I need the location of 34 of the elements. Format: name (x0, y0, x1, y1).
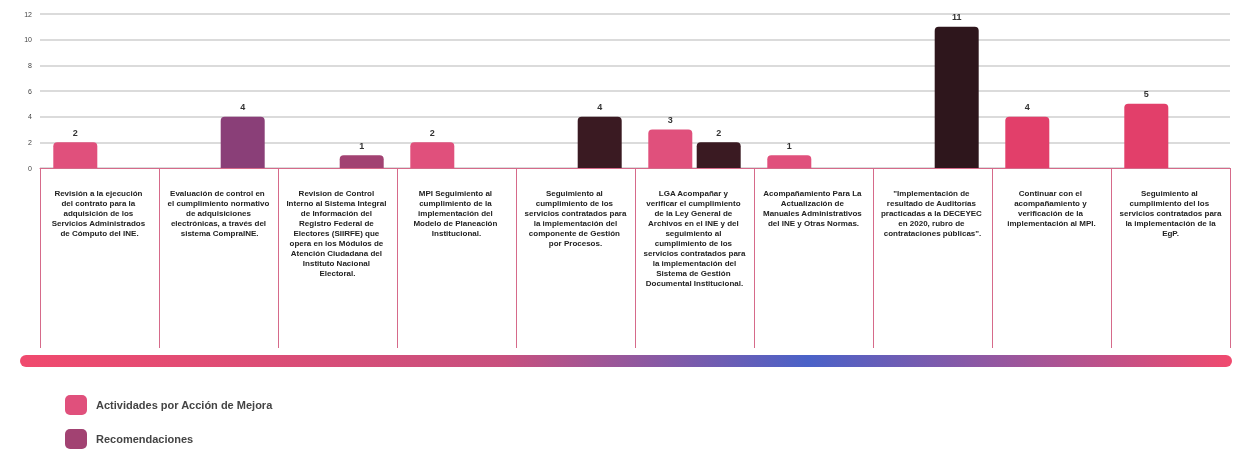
x-tick-label: Continuar con el acompañamiento y verificación de la implementación al MPI. (1007, 188, 1096, 228)
data-label: 2 (72, 127, 78, 138)
data-label: 5 (1143, 89, 1149, 100)
data-label: 4 (1024, 102, 1030, 113)
legend-label: Actividades por Acción de Mejora (96, 399, 274, 411)
data-label: 1 (786, 140, 792, 151)
x-tick-label: Acompañamiento Para La Actualización de Manuales Administrativos del INE y Otras Normas. (762, 188, 865, 228)
category-label: Revision de Control Interno al Sistema Integral de Información del Registro Federal de Electores (SIIRFE) que opera en los Módulos de Atención Ciudadana del Instituto Nacional Electoral. (286, 188, 387, 278)
bar (339, 155, 384, 168)
bar (53, 142, 98, 168)
bar (934, 26, 979, 168)
data-label: 2 (429, 127, 435, 138)
x-tick-label: Evaluación de control en el cumplimiento normativo de adquisiciones electrónicas, a través del sistema CompraINE. (167, 188, 270, 238)
x-tick-label: "Implementación de resultado de Auditorías practicadas a la DECEYEC en 2020, rubro de contrataciones públicas". (880, 188, 985, 238)
category-label: LGA Acompañar y verificar el cumplimiento de la Ley General de Archivos en el INE y del seguimiento al cumplimiento de los servicios contratados para la implementación del Sistema de Gestión Documental Institucional. (643, 188, 746, 288)
legend-label: Recomendaciones (96, 433, 194, 445)
bar (1005, 116, 1050, 168)
x-tick-label: MPI Seguimiento al cumplimiento de la implementación del Modelo de Planeación Institucional. (413, 188, 500, 238)
x-tick-label: Seguimiento al cumplimiento de los servicios contratados para la implementación del componente de Gestión por Procesos. (524, 188, 627, 248)
data-label: 1 (359, 140, 365, 151)
bar (1124, 103, 1169, 168)
bar (410, 142, 455, 168)
x-tick-label: Revisión a la ejecución del contrato para la adquisición de los Servicios Administrados de Cómputo del INE. (51, 188, 148, 238)
x-tick-label: Seguimiento al cumplimiento del los servicios contratados para la implementación de la EgP. (1119, 188, 1222, 238)
data-label: 2 (716, 127, 722, 138)
bar (220, 116, 265, 168)
data-label: 11 (951, 12, 962, 23)
bar (696, 142, 741, 168)
data-label: 4 (240, 102, 246, 113)
data-label: 4 (597, 102, 603, 113)
bar (767, 155, 812, 168)
bar (577, 116, 622, 168)
data-label: 3 (667, 115, 673, 125)
bar (648, 129, 693, 168)
